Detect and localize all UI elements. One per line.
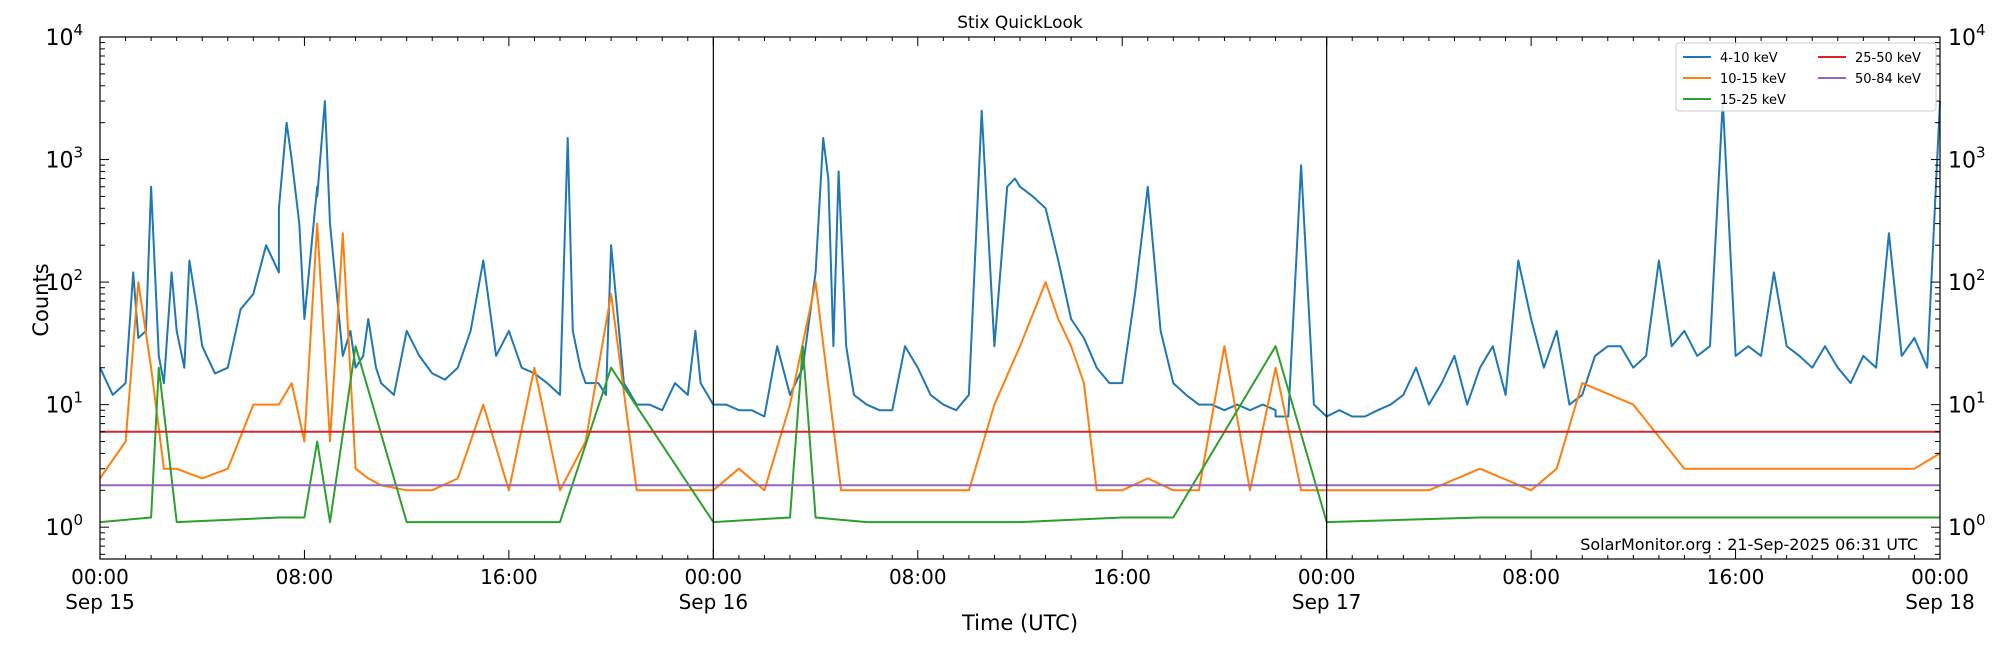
x-tick-time-1: 08:00 bbox=[276, 565, 334, 589]
y-tick-label-left-4: 104 bbox=[45, 21, 83, 51]
x-tick-date-9: Sep 18 bbox=[1905, 590, 1975, 614]
x-tick-time-3: 00:00 bbox=[685, 565, 743, 589]
legend-label-0: 4-10 keV bbox=[1720, 51, 1778, 66]
y-tick-label-left-0: 100 bbox=[45, 511, 83, 541]
legend-box bbox=[1675, 42, 1937, 112]
x-tick-time-2: 16:00 bbox=[480, 565, 538, 589]
series-layer bbox=[99, 100, 1941, 524]
y-tick-label-right-1: 101 bbox=[1948, 389, 1986, 419]
y-axis-left: 100 101 102 103 104 bbox=[45, 21, 109, 555]
y-tick-label-left-3: 103 bbox=[45, 144, 83, 174]
y-tick-label-left-1: 101 bbox=[45, 389, 83, 419]
series-line-0 bbox=[99, 100, 1941, 418]
x-tick-time-0: 00:00 bbox=[71, 565, 129, 589]
day-boundary-lines bbox=[712, 37, 1328, 559]
x-tick-time-4: 08:00 bbox=[889, 565, 947, 589]
chart-title: Stix QuickLook bbox=[957, 13, 1083, 33]
x-tick-time-6: 00:00 bbox=[1298, 565, 1356, 589]
legend: 4-10 keV 10-15 keV 15-25 keV 25-50 keV 50-84… bbox=[1675, 42, 1937, 112]
y-tick-label-right-3: 103 bbox=[1948, 144, 1986, 174]
y-tick-label-right-2: 102 bbox=[1948, 266, 1986, 296]
legend-label-4: 50-84 keV bbox=[1855, 72, 1921, 87]
y-axis-label: Counts bbox=[29, 263, 53, 336]
x-axis-label: Time (UTC) bbox=[961, 611, 1078, 635]
series-line-2 bbox=[99, 345, 1940, 524]
y-tick-label-right-4: 104 bbox=[1948, 21, 1986, 51]
x-tick-time-8: 16:00 bbox=[1707, 565, 1765, 589]
x-tick-date-3: Sep 16 bbox=[679, 590, 749, 614]
y-tick-label-right-0: 100 bbox=[1948, 511, 1986, 541]
series-line-1 bbox=[99, 222, 1941, 492]
x-tick-time-9: 00:00 bbox=[1911, 565, 1969, 589]
y-axis-right: 100 101 102 103 104 bbox=[1931, 21, 1986, 555]
x-tick-time-7: 08:00 bbox=[1502, 565, 1560, 589]
legend-label-3: 25-50 keV bbox=[1855, 51, 1921, 66]
x-tick-time-5: 16:00 bbox=[1093, 565, 1151, 589]
y-tick-label-left-2: 102 bbox=[45, 266, 83, 296]
legend-label-2: 15-25 keV bbox=[1720, 93, 1786, 108]
x-tick-date-6: Sep 17 bbox=[1292, 590, 1362, 614]
legend-label-1: 10-15 keV bbox=[1720, 72, 1786, 87]
timestamp-annotation: SolarMonitor.org : 21-Sep-2025 06:31 UTC bbox=[1580, 535, 1918, 554]
x-tick-date-0: Sep 15 bbox=[65, 590, 135, 614]
